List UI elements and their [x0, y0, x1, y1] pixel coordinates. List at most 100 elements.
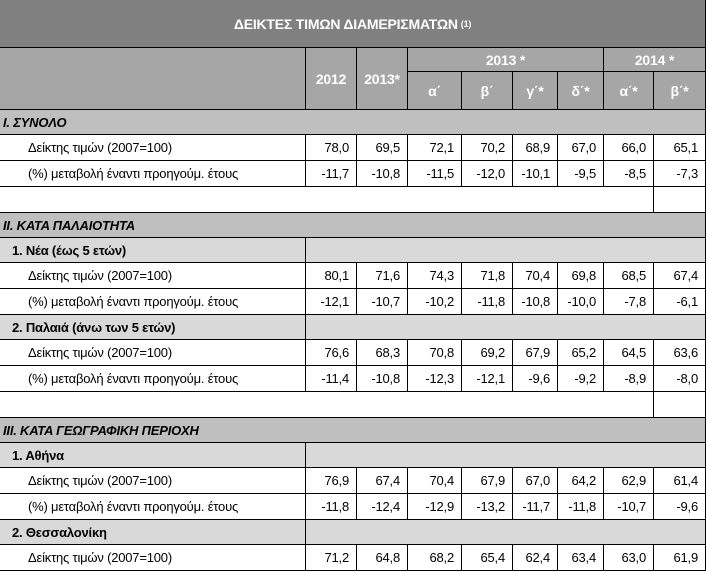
- value-cell: 68,2: [408, 545, 462, 571]
- value-cell: 74,3: [408, 263, 462, 289]
- section-title: I. ΣΥΝΟΛΟ: [0, 110, 706, 135]
- column-header: 2012: [306, 48, 357, 110]
- value-cell: -9,6: [513, 366, 558, 392]
- value-cell: 64,2: [558, 468, 604, 494]
- group-row-fill: [306, 520, 706, 545]
- value-cell: 61,4: [654, 468, 706, 494]
- value-cell: 65,1: [654, 135, 706, 161]
- group-title: 1. Αθήνα: [0, 443, 306, 468]
- value-cell: 67,0: [513, 468, 558, 494]
- header-blank: [0, 48, 306, 110]
- value-cell: 70,4: [513, 263, 558, 289]
- title-bar: ΔΕΙΚΤΕΣ ΤΙΜΩΝ ΔΙΑΜΕΡΙΣΜΑΤΩΝ (1): [0, 0, 706, 48]
- value-cell: 71,8: [462, 263, 513, 289]
- group-header: 2014 *: [604, 48, 706, 72]
- value-cell: 70,8: [408, 340, 462, 366]
- value-cell: 67,9: [462, 468, 513, 494]
- row-label: Δείκτης τιμών (2007=100): [0, 263, 306, 289]
- sub-header: α΄: [408, 72, 462, 110]
- value-cell: 68,9: [513, 135, 558, 161]
- value-cell: -11,7: [513, 494, 558, 520]
- blank-row: [0, 392, 654, 418]
- value-cell: -10,1: [513, 161, 558, 187]
- value-cell: -9,2: [558, 366, 604, 392]
- value-cell: 67,0: [558, 135, 604, 161]
- value-cell: 65,4: [462, 545, 513, 571]
- value-cell: 64,8: [357, 545, 408, 571]
- title: ΔΕΙΚΤΕΣ ΤΙΜΩΝ ΔΙΑΜΕΡΙΣΜΑΤΩΝ: [233, 15, 458, 32]
- value-cell: 67,9: [513, 340, 558, 366]
- value-cell: -11,8: [462, 289, 513, 315]
- value-cell: 64,5: [604, 340, 654, 366]
- sub-header: β΄*: [654, 72, 706, 110]
- value-cell: -8,0: [654, 366, 706, 392]
- sub-header: β΄: [462, 72, 513, 110]
- value-cell: -11,4: [306, 366, 357, 392]
- value-cell: 72,1: [408, 135, 462, 161]
- value-cell: 63,6: [654, 340, 706, 366]
- blank-row: [654, 392, 706, 418]
- value-cell: 66,0: [604, 135, 654, 161]
- value-cell: -12,3: [408, 366, 462, 392]
- value-cell: 80,1: [306, 263, 357, 289]
- value-cell: -12,1: [306, 289, 357, 315]
- value-cell: -10,7: [357, 289, 408, 315]
- value-cell: 62,4: [513, 545, 558, 571]
- row-label: (%) μεταβολή έναντι προηγούμ. έτους: [0, 366, 306, 392]
- sub-header: γ΄*: [513, 72, 558, 110]
- value-cell: -12,1: [462, 366, 513, 392]
- value-cell: -10,8: [357, 161, 408, 187]
- row-label: Δείκτης τιμών (2007=100): [0, 468, 306, 494]
- value-cell: -11,5: [408, 161, 462, 187]
- blank-row: [654, 187, 706, 213]
- group-header: 2013 *: [408, 48, 604, 72]
- value-cell: 67,4: [357, 468, 408, 494]
- blank-row: [0, 187, 654, 213]
- value-cell: -6,1: [654, 289, 706, 315]
- value-cell: -10,8: [357, 366, 408, 392]
- value-cell: -9,6: [654, 494, 706, 520]
- row-label: (%) μεταβολή έναντι προηγούμ. έτους: [0, 289, 306, 315]
- row-label: Δείκτης τιμών (2007=100): [0, 545, 306, 571]
- value-cell: 63,0: [604, 545, 654, 571]
- value-cell: -13,2: [462, 494, 513, 520]
- section-title: III. ΚΑΤΑ ΓΕΩΓΡΑΦΙΚΗ ΠΕΡΙΟΧΗ: [0, 418, 706, 443]
- value-cell: 68,3: [357, 340, 408, 366]
- sub-header: δ΄*: [558, 72, 604, 110]
- value-cell: -7,3: [654, 161, 706, 187]
- group-title: 2. Θεσσαλονίκη: [0, 520, 306, 545]
- value-cell: 67,4: [654, 263, 706, 289]
- group-title: 1. Νέα (έως 5 ετών): [0, 238, 306, 263]
- value-cell: 68,5: [604, 263, 654, 289]
- value-cell: 76,6: [306, 340, 357, 366]
- column-header: 2013*: [357, 48, 408, 110]
- value-cell: -8,9: [604, 366, 654, 392]
- value-cell: -10,2: [408, 289, 462, 315]
- section-title: II. ΚΑΤΑ ΠΑΛΑΙΟΤΗΤΑ: [0, 213, 706, 238]
- value-cell: 63,4: [558, 545, 604, 571]
- value-cell: 61,9: [654, 545, 706, 571]
- value-cell: 69,8: [558, 263, 604, 289]
- row-label: (%) μεταβολή έναντι προηγούμ. έτους: [0, 494, 306, 520]
- sub-header: α΄*: [604, 72, 654, 110]
- value-cell: -10,7: [604, 494, 654, 520]
- row-label: Δείκτης τιμών (2007=100): [0, 340, 306, 366]
- value-cell: 62,9: [604, 468, 654, 494]
- value-cell: -8,5: [604, 161, 654, 187]
- group-row-fill: [306, 443, 706, 468]
- value-cell: -10,8: [513, 289, 558, 315]
- value-cell: 69,2: [462, 340, 513, 366]
- row-label: (%) μεταβολή έναντι προηγούμ. έτους: [0, 161, 306, 187]
- group-title: 2. Παλαιά (άνω των 5 ετών): [0, 315, 306, 340]
- group-row-fill: [306, 238, 706, 263]
- value-cell: 71,2: [306, 545, 357, 571]
- value-cell: 70,4: [408, 468, 462, 494]
- value-cell: -11,8: [306, 494, 357, 520]
- row-label: Δείκτης τιμών (2007=100): [0, 135, 306, 161]
- value-cell: -11,8: [558, 494, 604, 520]
- value-cell: 69,5: [357, 135, 408, 161]
- title-note: (1): [460, 18, 472, 29]
- value-cell: 70,2: [462, 135, 513, 161]
- value-cell: -12,0: [462, 161, 513, 187]
